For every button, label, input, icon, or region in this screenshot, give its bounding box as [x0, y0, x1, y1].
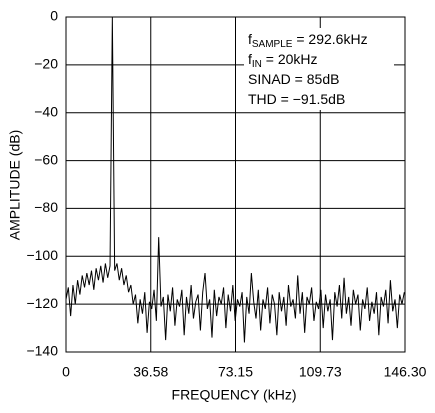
- y-tick-label: −20: [34, 56, 58, 72]
- spectrum-line: [65, 16, 405, 343]
- annotation-subscript: IN: [252, 59, 262, 70]
- y-tick-label: −60: [34, 151, 58, 167]
- annotation: SINAD = 85dB: [248, 71, 339, 87]
- y-tick-label: −100: [26, 247, 58, 263]
- x-axis-label: FREQUENCY (kHz): [172, 387, 297, 403]
- y-tick-label: 0: [50, 8, 58, 24]
- plot-frame: [65, 16, 406, 353]
- annotation-subscript: SAMPLE: [252, 39, 293, 50]
- y-tick-label: −80: [34, 199, 58, 215]
- annotation-text: THD = −91.5dB: [248, 91, 345, 107]
- annotation-text: = 292.6kHz: [292, 31, 367, 47]
- annotation: THD = −91.5dB: [248, 91, 345, 107]
- x-tick-label: 36.58: [133, 364, 168, 380]
- annotation-text: SINAD = 85dB: [248, 71, 339, 87]
- y-axis-label: AMPLITUDE (dB): [7, 130, 23, 240]
- x-tick-label: 109.73: [299, 364, 342, 380]
- annotation: fIN = 20kHz: [248, 51, 318, 70]
- annotation: fSAMPLE = 292.6kHz: [248, 31, 368, 50]
- y-tick-label: −40: [34, 103, 58, 119]
- y-tick-label: −140: [26, 343, 58, 359]
- x-tick-label: 73.15: [218, 364, 253, 380]
- annotation-background: [244, 28, 394, 110]
- annotation-text: f: [248, 31, 252, 47]
- y-tick-label: −120: [26, 295, 58, 311]
- annotation-text: f: [248, 51, 252, 67]
- annotation-text: = 20kHz: [262, 51, 318, 67]
- x-tick-label: 0: [62, 364, 70, 380]
- x-tick-label: 146.30: [384, 364, 427, 380]
